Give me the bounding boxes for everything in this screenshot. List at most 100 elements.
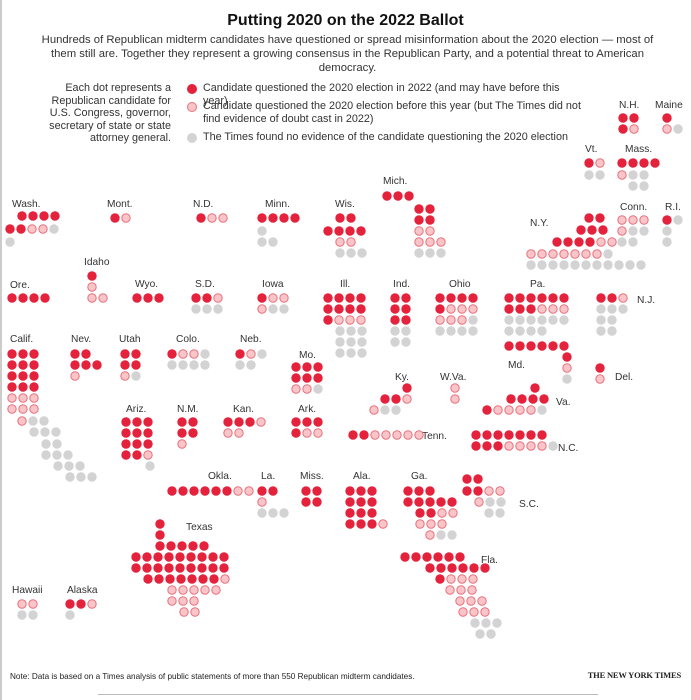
dot-calif-none	[53, 461, 63, 471]
dot-ga-none	[447, 530, 457, 540]
dot-utah-q2022	[120, 360, 130, 370]
dot-ga-q2022	[414, 486, 424, 496]
dot-ohio-q2022	[435, 293, 445, 303]
dot-wis-q2022	[334, 226, 344, 236]
dot-va-q2022	[506, 394, 516, 404]
state-group-del: Del.	[595, 363, 633, 384]
dot-calif-before	[17, 416, 27, 426]
dot-n-y-q2022	[595, 213, 605, 223]
dot-texas-before	[189, 585, 199, 595]
dot-s-d-none	[191, 304, 201, 314]
dot-texas-q2022	[219, 563, 229, 573]
dot-calif-q2022	[29, 360, 39, 370]
dot-ark-before	[302, 428, 312, 438]
dot-s-d-before	[213, 293, 223, 303]
dot-wash-q2022	[5, 224, 15, 234]
dot-ga-q2022	[415, 508, 425, 518]
dot-mich-before	[436, 237, 446, 247]
dot-alaska-before	[87, 599, 97, 609]
dot-texas-q2022	[143, 574, 153, 584]
dot-calif-none	[65, 472, 75, 482]
state-group-w-va: W.Va.	[440, 372, 466, 404]
dot-maine-none	[673, 124, 683, 134]
dot-pa-none	[526, 326, 536, 336]
dot-n-c-q2022	[515, 430, 525, 440]
dot-la-q2022	[257, 486, 267, 496]
state-label-idaho: Idaho	[84, 257, 110, 268]
dot-texas-q2022	[199, 541, 209, 551]
dot-la-none	[268, 508, 278, 518]
dot-fla-before	[458, 607, 468, 617]
dot-n-h-q2022	[618, 113, 628, 123]
dot-pa-q2022	[526, 293, 536, 303]
state-group-md: Md.	[504, 341, 572, 384]
dot-mo-q2022	[291, 373, 301, 383]
dot-n-m-q2022	[177, 417, 187, 427]
dot-okla-before	[233, 486, 243, 496]
dot-ga-q2022	[414, 497, 424, 507]
dot-calif-q2022	[7, 349, 17, 359]
state-label-mo: Mo.	[299, 350, 316, 361]
dot-fla-q2022	[458, 563, 468, 573]
dot-ky-none	[380, 405, 390, 415]
state-label-ariz: Ariz.	[126, 404, 146, 415]
dot-n-j-none	[596, 326, 606, 336]
dot-maine-q2022	[662, 113, 672, 123]
state-group-texas: Texas	[131, 519, 230, 617]
state-group-iowa: Iowa	[257, 279, 289, 314]
state-label-miss: Miss.	[300, 471, 324, 482]
dot-neb-none	[257, 349, 267, 359]
dot-vt-none	[595, 170, 605, 180]
dot-n-j-before	[618, 293, 628, 303]
state-group-ohio: Ohio	[435, 279, 478, 336]
state-label-n-c: N.C.	[558, 443, 578, 454]
dot-ariz-q2022	[121, 450, 131, 460]
dot-ariz-before	[143, 450, 153, 460]
dot-n-y-q2022	[563, 237, 573, 247]
dot-pa-none	[515, 326, 525, 336]
dot-s-c-q2022	[473, 486, 483, 496]
dot-ind-q2022	[401, 304, 411, 314]
state-label-utah: Utah	[119, 334, 141, 345]
dot-va-q2022	[482, 405, 492, 415]
dot-la-before	[257, 497, 267, 507]
dot-fla-none	[492, 618, 502, 628]
dot-va-before	[515, 405, 525, 415]
dot-texas-q2022	[166, 541, 176, 551]
dot-mo-q2022	[291, 362, 301, 372]
dot-hawaii-none	[28, 610, 38, 620]
dot-pa-none	[537, 315, 547, 325]
dot-calif-none	[87, 472, 97, 482]
dot-pa-none	[537, 326, 547, 336]
dot-calif-none	[29, 427, 39, 437]
state-group-conn: Conn.	[617, 202, 649, 247]
dot-ill-none	[335, 337, 345, 347]
dot-mich-before	[425, 226, 435, 236]
dot-neb-none	[235, 360, 245, 370]
dot-ill-q2022	[323, 304, 333, 314]
dot-mo-q2022	[302, 373, 312, 383]
dot-ill-none	[357, 326, 367, 336]
dot-fla-before	[477, 596, 487, 606]
dot-iowa-before	[268, 293, 278, 303]
state-group-wash: Wash.	[5, 199, 60, 247]
dot-n-j-none	[607, 315, 617, 325]
dot-texas-before	[189, 596, 199, 606]
dot-mich-q2022	[382, 191, 392, 201]
dot-n-h-before	[629, 124, 639, 134]
dot-iowa-none	[268, 304, 278, 314]
dot-nev-q2022	[81, 360, 91, 370]
dot-wash-q2022	[50, 211, 60, 221]
dot-n-y-q2022	[574, 237, 584, 247]
state-group-ill: Ill.	[323, 279, 367, 358]
dot-mass-none	[628, 181, 638, 191]
dot-calif-q2022	[7, 360, 17, 370]
dot-n-j-none	[596, 304, 606, 314]
state-label-kan: Kan.	[233, 404, 254, 415]
dot-ohio-q2022	[457, 293, 467, 303]
dot-utah-none	[131, 371, 141, 381]
dot-ohio-before	[457, 304, 467, 314]
dot-fla-q2022	[480, 563, 490, 573]
dot-idaho-before	[87, 293, 97, 303]
dot-ga-q2022	[403, 486, 413, 496]
